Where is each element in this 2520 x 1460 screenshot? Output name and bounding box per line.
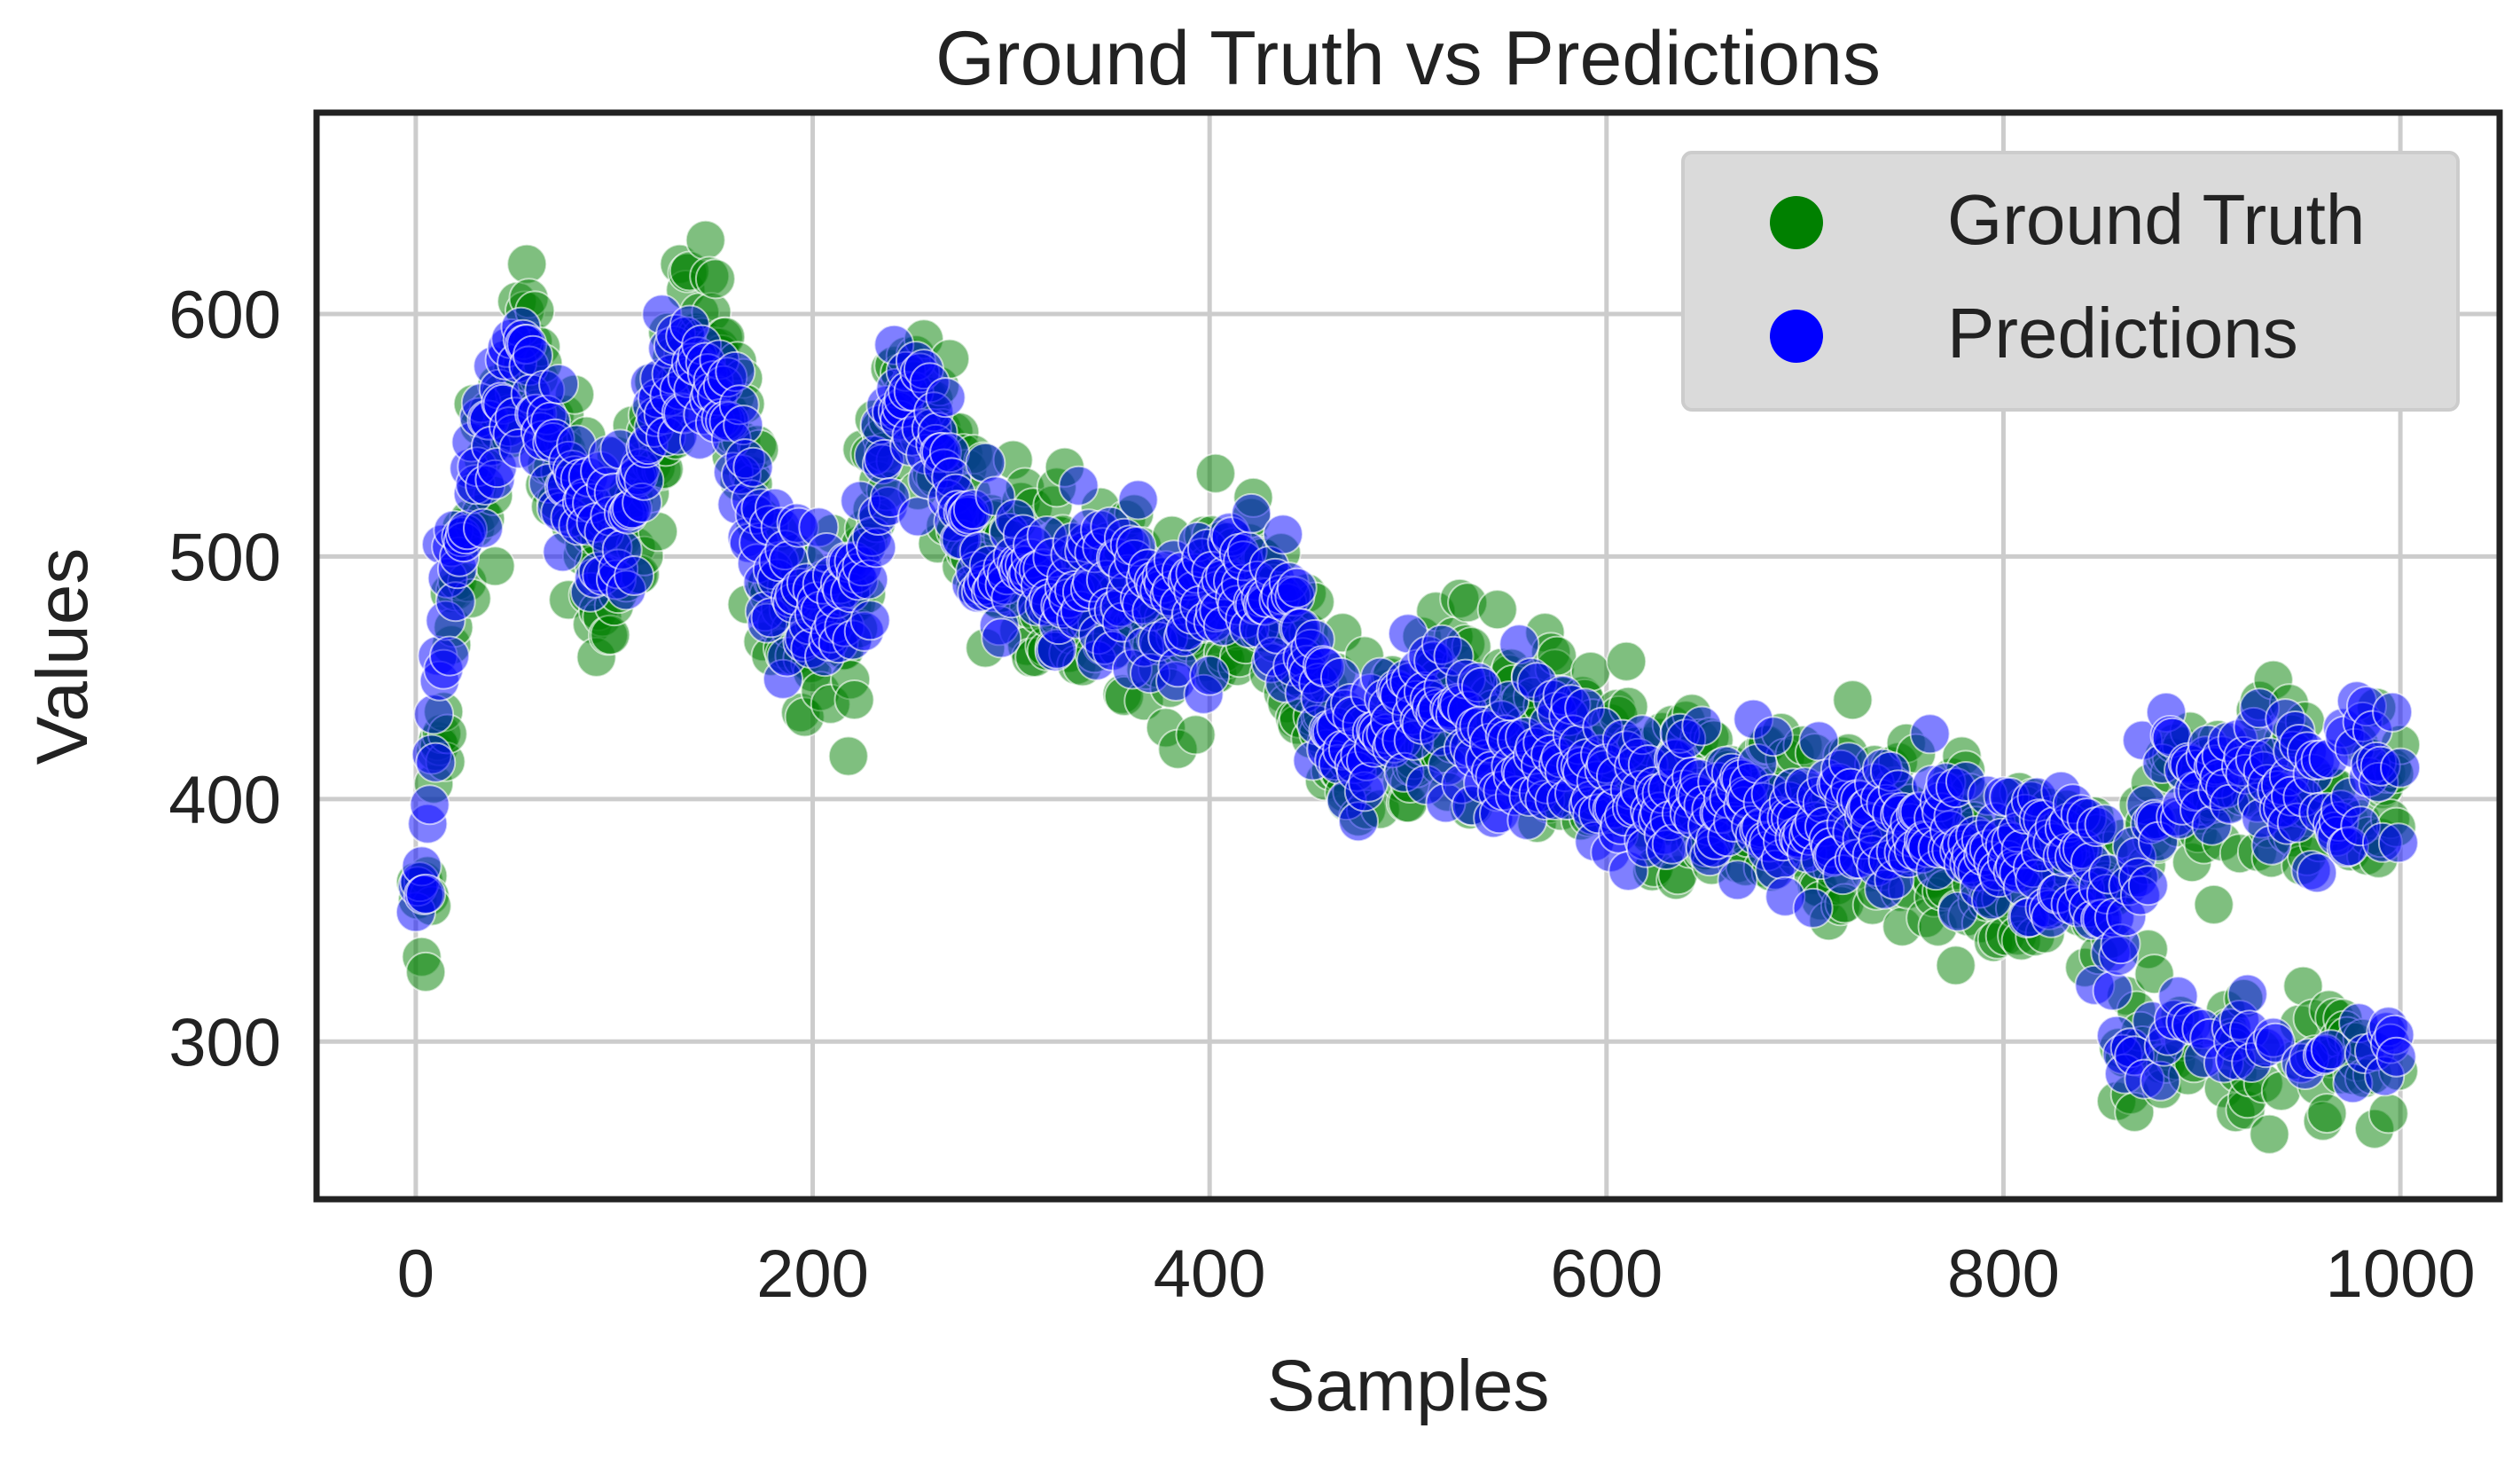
x-tick-label: 1000	[2326, 1236, 2476, 1312]
prediction-point	[538, 364, 580, 404]
legend: Ground Truth Predictions	[1681, 151, 2460, 412]
legend-ground-truth-label: Ground Truth	[1947, 180, 2365, 259]
prediction-point	[614, 555, 655, 596]
ground-truth-point	[827, 735, 869, 777]
prediction-point	[1263, 514, 1303, 555]
prediction-point	[925, 377, 967, 419]
ground-truth-point	[1476, 589, 1518, 631]
ground-truth-point	[1175, 714, 1217, 756]
ground-truth-point	[833, 679, 875, 720]
ground-truth-point	[2367, 1093, 2409, 1134]
prediction-point	[849, 600, 891, 641]
prediction-point	[2372, 691, 2414, 733]
prediction-point	[1189, 655, 1231, 696]
ground-truth-point	[2193, 883, 2234, 925]
legend-box	[1681, 151, 2460, 412]
prediction-point	[1117, 479, 1159, 521]
prediction-point	[1717, 860, 1758, 901]
prediction-point	[2297, 852, 2338, 894]
prediction-point	[2092, 970, 2133, 1011]
y-axis-label: Values	[22, 548, 103, 765]
prediction-point	[2227, 973, 2268, 1015]
y-tick-label: 600	[168, 278, 281, 353]
ground-truth-point	[1606, 640, 1647, 682]
prediction-point	[732, 446, 774, 488]
prediction-point	[1752, 716, 1794, 757]
prediction-point	[981, 617, 1022, 659]
ground-truth-point	[1935, 945, 1976, 986]
ground-truth-point	[685, 219, 726, 261]
prediction-point	[2380, 747, 2422, 789]
prediction-point	[1276, 567, 1318, 608]
legend-predictions-label: Predictions	[1947, 294, 2298, 373]
prediction-point	[1058, 465, 1100, 506]
ticks-layer: 0 200 400 600 800 1000 300 400 500 600	[168, 278, 2475, 1312]
prediction-point	[1348, 761, 1389, 803]
x-axis-label: Samples	[1266, 1346, 1549, 1426]
prediction-point	[1681, 705, 1723, 747]
ground-truth-point	[2306, 1093, 2348, 1134]
prediction-point	[429, 635, 470, 677]
ground-truth-point	[506, 243, 548, 285]
predictions-series	[395, 294, 2422, 1104]
chart-title: Ground Truth vs Predictions	[935, 16, 1881, 101]
plot-frame	[313, 109, 2503, 1203]
ground-truth-point	[474, 546, 516, 587]
prediction-point	[2375, 1036, 2417, 1078]
prediction-point	[1792, 887, 1834, 929]
ground-truth-point	[1194, 452, 1236, 494]
ground-truth-point	[405, 951, 447, 993]
prediction-point	[2084, 804, 2125, 845]
x-tick-label: 0	[397, 1236, 434, 1312]
prediction-point	[415, 742, 457, 783]
prediction-point	[405, 873, 447, 914]
x-tick-label: 800	[1947, 1236, 2060, 1312]
prediction-point	[2140, 1060, 2181, 1102]
y-tick-label: 500	[168, 520, 281, 595]
prediction-point	[2377, 822, 2419, 864]
ground-truth-point	[694, 258, 736, 300]
x-tick-label: 400	[1154, 1236, 1266, 1312]
ground-truth-point	[1832, 679, 1874, 721]
x-tick-label: 200	[756, 1236, 869, 1312]
prediction-point	[409, 784, 450, 826]
x-tick-label: 600	[1550, 1236, 1663, 1312]
prediction-point	[413, 694, 455, 735]
points-layer	[395, 219, 2422, 1155]
prediction-point	[2127, 865, 2169, 907]
y-tick-label: 400	[168, 763, 281, 838]
legend-ground-truth-marker	[1770, 196, 1823, 249]
prediction-point	[1231, 492, 1272, 534]
prediction-point	[463, 507, 504, 549]
legend-predictions-marker	[1770, 310, 1823, 363]
y-tick-label: 300	[168, 1005, 281, 1080]
prediction-point	[1909, 713, 1951, 755]
ground-truth-point	[2249, 1113, 2290, 1155]
